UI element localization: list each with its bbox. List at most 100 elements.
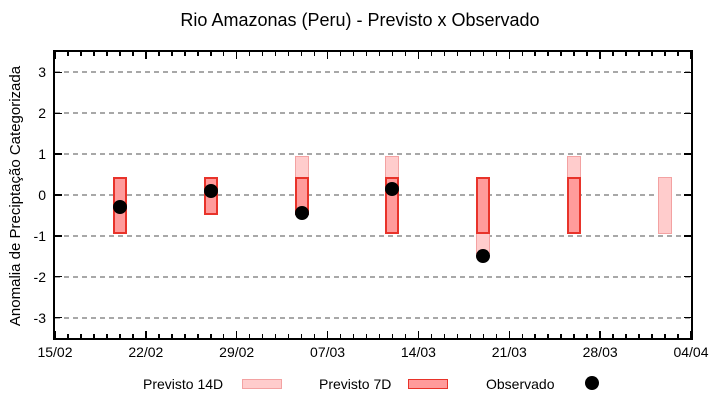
x-minor-tick [482,334,485,338]
x-minor-tick-top [67,52,69,56]
x-minor-tick [287,334,290,338]
legend-swatch-previsto-14d [242,379,282,389]
x-minor-tick [664,334,666,338]
x-minor-tick [469,334,472,338]
x-minor-tick [339,334,342,338]
x-minor-tick-top [638,52,640,56]
x-major-tick [235,331,238,338]
x-minor-tick-top [352,52,355,56]
x-minor-tick-top [222,52,225,56]
x-minor-tick [547,334,549,338]
x-minor-tick-top [573,52,575,56]
observed-dot [294,206,309,221]
x-minor-tick-top [339,52,342,56]
legend-label-observado: Observado [486,376,555,392]
x-minor-tick-top [560,52,562,56]
x-minor-tick-top [534,52,536,56]
x-minor-tick-top [80,52,82,56]
x-minor-tick [651,334,653,338]
x-minor-tick [560,334,562,338]
forecast-14d-bar [658,176,673,234]
x-tick-label: 07/03 [310,344,346,360]
y-major-tick-right [684,153,691,155]
x-minor-tick-top [612,52,614,56]
x-tick-label: 14/03 [400,344,436,360]
observed-dot [112,200,127,215]
x-minor-tick [352,334,355,338]
y-major-tick-right [684,194,691,196]
gridline [55,316,691,319]
x-minor-tick [80,334,82,338]
x-minor-tick-top [547,52,549,56]
x-minor-tick [443,334,446,338]
forecast-7d-bar [476,176,491,234]
x-major-tick-top [235,52,238,59]
x-minor-tick [456,334,459,338]
x-minor-tick-top [443,52,446,56]
gridline [55,275,691,278]
gridline [55,234,691,237]
x-minor-tick [534,334,536,338]
x-minor-tick-top [365,52,368,56]
x-minor-tick-top [495,52,498,56]
y-major-tick-left [55,275,62,278]
x-minor-tick [171,334,173,338]
x-minor-tick-top [625,52,627,56]
plot-frame [53,50,693,340]
x-minor-tick-top [119,52,121,56]
x-minor-tick [261,334,264,338]
x-major-tick-top [145,52,147,59]
x-minor-tick-top [586,52,588,56]
x-minor-tick [119,334,121,338]
chart-title: Rio Amazonas (Peru) - Previsto x Observa… [180,10,540,30]
x-minor-tick-top [664,52,666,56]
x-minor-tick-top [651,52,653,56]
x-tick-label: 22/02 [128,344,164,360]
x-tick-label: 04/04 [673,344,709,360]
x-minor-tick [132,334,134,338]
x-minor-tick-top [313,52,316,56]
x-minor-tick [430,334,433,338]
x-minor-tick-top [378,52,381,56]
y-tick-label: -1 [33,227,46,244]
x-minor-tick [248,334,251,338]
x-minor-tick [573,334,575,338]
x-minor-tick [404,334,407,338]
x-minor-tick-top [171,52,173,56]
y-tick-label: -2 [33,268,46,285]
x-major-tick-top [599,52,601,59]
x-tick-label: 15/02 [37,344,73,360]
legend-label-previsto-14d: Previsto 14D [143,376,224,392]
x-minor-tick [184,334,186,338]
x-minor-tick-top [184,52,186,56]
x-minor-tick-top [210,52,212,56]
x-major-tick [145,331,147,338]
y-tick-label: 2 [38,105,46,122]
x-minor-tick [391,334,394,338]
x-minor-tick-top [404,52,407,56]
x-major-tick [599,331,601,338]
x-minor-tick-top [106,52,108,56]
y-major-tick-left [55,71,62,74]
x-major-tick-top [417,52,420,59]
x-minor-tick [93,334,95,338]
x-minor-tick [625,334,627,338]
x-minor-tick [313,334,316,338]
x-major-tick [690,331,692,338]
x-major-tick-top [690,52,692,59]
x-minor-tick-top [93,52,95,56]
legend-swatch-previsto-7d [408,379,448,389]
y-tick-label: 3 [38,64,46,81]
x-minor-tick [67,334,69,338]
y-major-tick-left [55,316,62,319]
x-minor-tick [586,334,588,338]
x-minor-tick-top [391,52,394,56]
x-major-tick-top [326,52,329,59]
x-minor-tick-top [300,52,303,56]
x-minor-tick-top [456,52,459,56]
legend-observed-dot-icon [585,376,599,390]
x-major-tick [54,331,56,338]
gridline [55,112,691,115]
x-minor-tick [638,334,640,338]
